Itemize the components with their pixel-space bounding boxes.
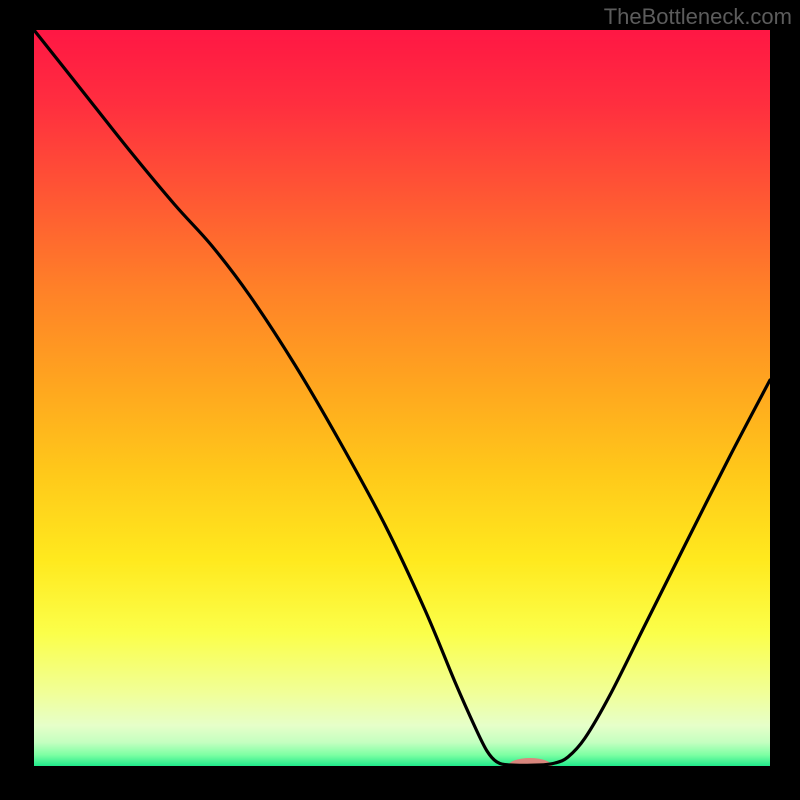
bottleneck-chart xyxy=(0,0,800,800)
gradient-background xyxy=(34,30,770,766)
watermark-text: TheBottleneck.com xyxy=(604,4,792,30)
chart-container: TheBottleneck.com xyxy=(0,0,800,800)
